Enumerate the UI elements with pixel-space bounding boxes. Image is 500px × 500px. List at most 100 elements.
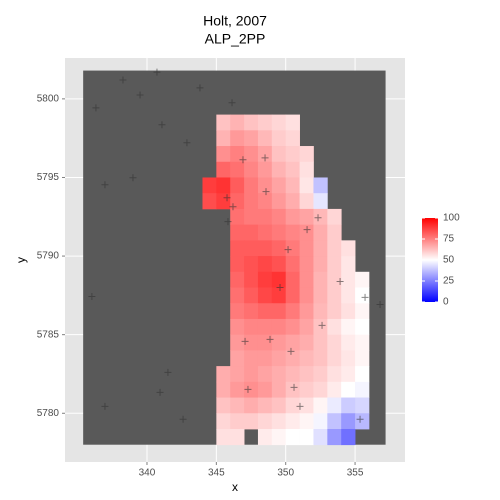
raster-cell — [244, 334, 259, 351]
raster-cell — [257, 130, 273, 147]
point — [156, 388, 164, 396]
raster-cell — [271, 256, 287, 273]
raster-cell — [216, 146, 231, 163]
point — [119, 76, 127, 84]
raster-cell — [244, 271, 259, 288]
raster-cell — [285, 334, 300, 351]
point — [88, 292, 96, 300]
raster-cell — [355, 303, 370, 320]
raster-cell — [257, 193, 273, 210]
raster-cell — [230, 350, 245, 367]
raster-cell — [299, 240, 314, 257]
raster-cell — [230, 303, 245, 320]
raster-cell — [313, 318, 328, 336]
raster-cell — [244, 318, 259, 336]
legend-label: 0 — [443, 297, 449, 308]
raster-cell — [313, 350, 328, 367]
raster-cell — [327, 224, 342, 241]
raster-cell — [216, 381, 231, 398]
x-tick-label: 345 — [208, 468, 225, 479]
raster-cell — [299, 146, 314, 163]
raster-cell — [313, 413, 328, 430]
raster-cell — [285, 256, 300, 273]
raster-cell — [299, 366, 314, 383]
raster-cell — [285, 271, 300, 288]
raster-cell — [299, 256, 314, 273]
raster-cell — [299, 208, 314, 226]
point — [196, 84, 204, 92]
raster-cell — [313, 366, 328, 383]
raster-cell — [271, 366, 287, 383]
raster-cell — [244, 381, 259, 398]
raster-cell — [244, 350, 259, 367]
raster-cell — [202, 177, 217, 194]
y-tick-label: 5785 — [37, 329, 60, 340]
raster-cell — [244, 177, 259, 194]
raster-cell — [285, 193, 300, 210]
raster-cell — [313, 224, 328, 241]
point — [153, 68, 161, 76]
raster-cell — [257, 208, 273, 226]
raster-cell — [299, 334, 314, 351]
raster-cell — [230, 114, 245, 131]
raster-cell — [257, 256, 273, 273]
point — [314, 214, 322, 222]
raster-cell — [230, 208, 245, 226]
raster-cell — [271, 350, 287, 367]
point — [244, 385, 252, 393]
raster-cell — [257, 240, 273, 257]
raster-cell — [271, 413, 287, 430]
raster-cell — [355, 381, 370, 398]
point — [136, 91, 144, 99]
point — [101, 402, 109, 410]
raster-cell — [271, 303, 287, 320]
raster-cell — [355, 366, 370, 383]
raster-cell — [341, 256, 356, 273]
raster-cell — [257, 428, 273, 446]
raster-cell — [285, 381, 300, 398]
raster-cell — [257, 114, 273, 131]
raster-cell — [285, 177, 300, 194]
raster-cell — [230, 366, 245, 383]
raster-cell — [327, 303, 342, 320]
raster-cell — [327, 318, 342, 336]
raster-cell — [285, 240, 300, 257]
raster-cell — [271, 161, 287, 178]
raster-cell — [230, 240, 245, 257]
point — [229, 203, 237, 211]
raster-cell — [341, 271, 356, 288]
raster-cell — [285, 146, 300, 163]
raster-cell — [244, 224, 259, 241]
point — [361, 293, 369, 301]
raster-cell — [230, 130, 245, 147]
raster-cell — [355, 413, 370, 430]
raster-cell — [327, 413, 342, 430]
raster-cell — [257, 146, 273, 163]
raster-cell — [285, 428, 300, 446]
raster-cell — [355, 318, 370, 336]
point — [183, 139, 191, 147]
raster-cell — [257, 318, 273, 336]
point — [336, 278, 344, 286]
raster-cell — [299, 303, 314, 320]
point — [296, 402, 304, 410]
point — [284, 246, 292, 254]
raster-cell — [313, 303, 328, 320]
raster-cell — [285, 224, 300, 241]
raster-cell — [313, 397, 328, 414]
x-tick-label: 355 — [347, 468, 364, 479]
point — [239, 156, 247, 164]
raster-cell — [257, 271, 273, 288]
raster-cell — [257, 177, 273, 194]
raster-cell — [244, 193, 259, 210]
raster-cell — [327, 381, 342, 398]
raster-cell — [355, 334, 370, 351]
raster-cell — [230, 177, 245, 194]
raster-cell — [341, 350, 356, 367]
point — [228, 99, 236, 107]
point — [129, 174, 137, 182]
raster-cell — [341, 240, 356, 257]
raster-cell — [271, 240, 287, 257]
legend-label: 100 — [443, 213, 460, 224]
point — [276, 284, 284, 292]
